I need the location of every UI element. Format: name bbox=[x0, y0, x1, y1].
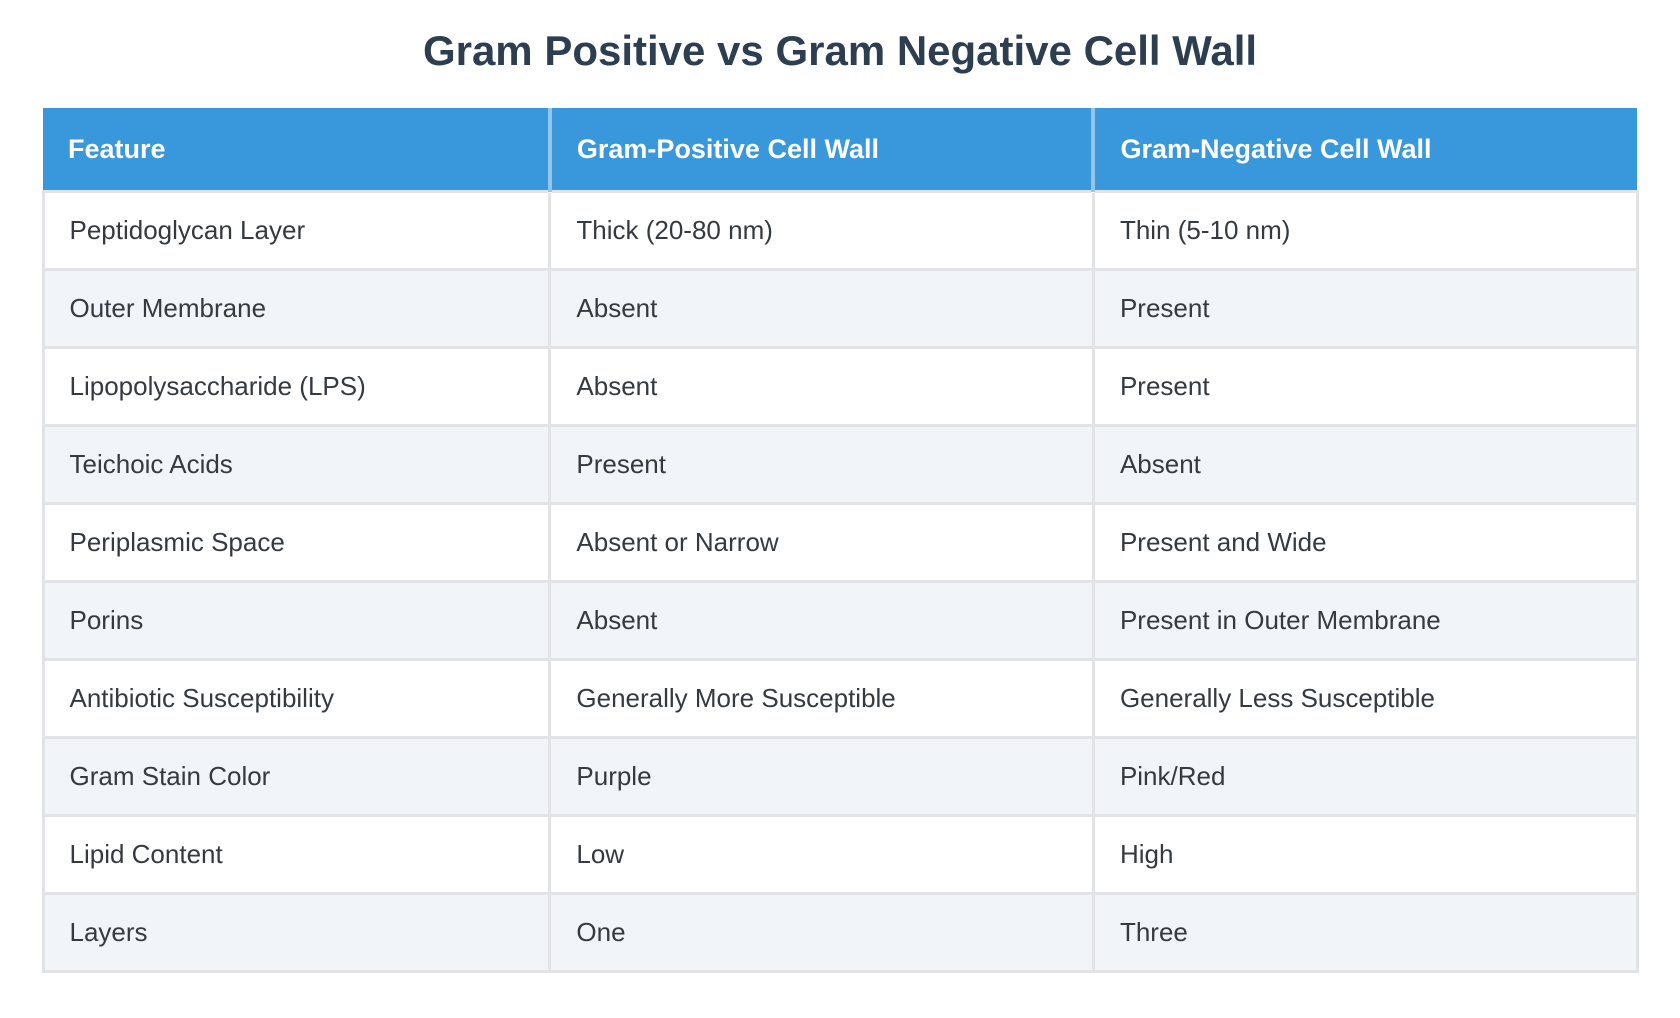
cell-gram-negative: High bbox=[1091, 814, 1639, 895]
page-title: Gram Positive vs Gram Negative Cell Wall bbox=[422, 27, 1258, 74]
cell-gram-positive: Absent or Narrow bbox=[548, 502, 1095, 583]
table-body: Peptidoglycan Layer Thick (20-80 nm) Thin … bbox=[41, 190, 1639, 973]
cell-gram-negative: Absent bbox=[1091, 424, 1639, 505]
cell-gram-negative: Present bbox=[1091, 346, 1639, 427]
table-row: Gram Stain Color Purple Pink/Red bbox=[41, 736, 1639, 817]
cell-gram-negative: Present in Outer Membrane bbox=[1091, 580, 1639, 661]
column-header-gram-positive: Gram-Positive Cell Wall bbox=[547, 108, 1094, 192]
cell-feature: Gram Stain Color bbox=[41, 736, 552, 817]
column-header-gram-negative: Gram-Negative Cell Wall bbox=[1091, 108, 1637, 192]
cell-feature: Lipopolysaccharide (LPS) bbox=[41, 346, 552, 427]
cell-gram-negative: Generally Less Susceptible bbox=[1091, 658, 1639, 739]
table-row: Periplasmic Space Absent or Narrow Present… bbox=[41, 502, 1639, 583]
cell-gram-positive: Thick (20-80 nm) bbox=[548, 190, 1095, 271]
cell-gram-positive: One bbox=[548, 892, 1095, 973]
table-header-row: Feature Gram-Positive Cell Wall Gram-Neg… bbox=[43, 108, 1637, 192]
cell-gram-positive: Low bbox=[548, 814, 1095, 895]
table-row: Layers One Three bbox=[41, 892, 1639, 973]
table-row: Teichoic Acids Present Absent bbox=[41, 424, 1639, 505]
cell-gram-negative: Three bbox=[1091, 892, 1639, 973]
cell-gram-negative: Pink/Red bbox=[1091, 736, 1639, 817]
cell-gram-positive: Present bbox=[548, 424, 1095, 505]
table-row: Peptidoglycan Layer Thick (20-80 nm) Thin … bbox=[41, 190, 1639, 271]
cell-feature: Periplasmic Space bbox=[41, 502, 552, 583]
cell-feature: Lipid Content bbox=[41, 814, 552, 895]
cell-gram-positive: Absent bbox=[548, 268, 1095, 349]
cell-feature: Teichoic Acids bbox=[41, 424, 552, 505]
cell-gram-negative: Present and Wide bbox=[1091, 502, 1639, 583]
cell-feature: Porins bbox=[41, 580, 552, 661]
column-header-feature: Feature bbox=[43, 108, 550, 192]
cell-gram-negative: Present bbox=[1091, 268, 1639, 349]
table-row: Porins Absent Present in Outer Membrane bbox=[41, 580, 1639, 661]
table-row: Antibiotic Susceptibility Generally More … bbox=[41, 658, 1639, 739]
table-row: Lipid Content Low High bbox=[41, 814, 1639, 895]
cell-feature: Outer Membrane bbox=[41, 268, 552, 349]
cell-gram-positive: Generally More Susceptible bbox=[548, 658, 1095, 739]
table-row: Lipopolysaccharide (LPS) Absent Present bbox=[41, 346, 1639, 427]
cell-feature: Peptidoglycan Layer bbox=[41, 190, 552, 271]
cell-feature: Antibiotic Susceptibility bbox=[41, 658, 552, 739]
cell-feature: Layers bbox=[41, 892, 552, 973]
comparison-table: Feature Gram-Positive Cell Wall Gram-Neg… bbox=[41, 108, 1639, 973]
table-row: Outer Membrane Absent Present bbox=[41, 268, 1639, 349]
cell-gram-negative: Thin (5-10 nm) bbox=[1091, 190, 1639, 271]
cell-gram-positive: Absent bbox=[548, 346, 1095, 427]
cell-gram-positive: Absent bbox=[548, 580, 1095, 661]
cell-gram-positive: Purple bbox=[548, 736, 1095, 817]
